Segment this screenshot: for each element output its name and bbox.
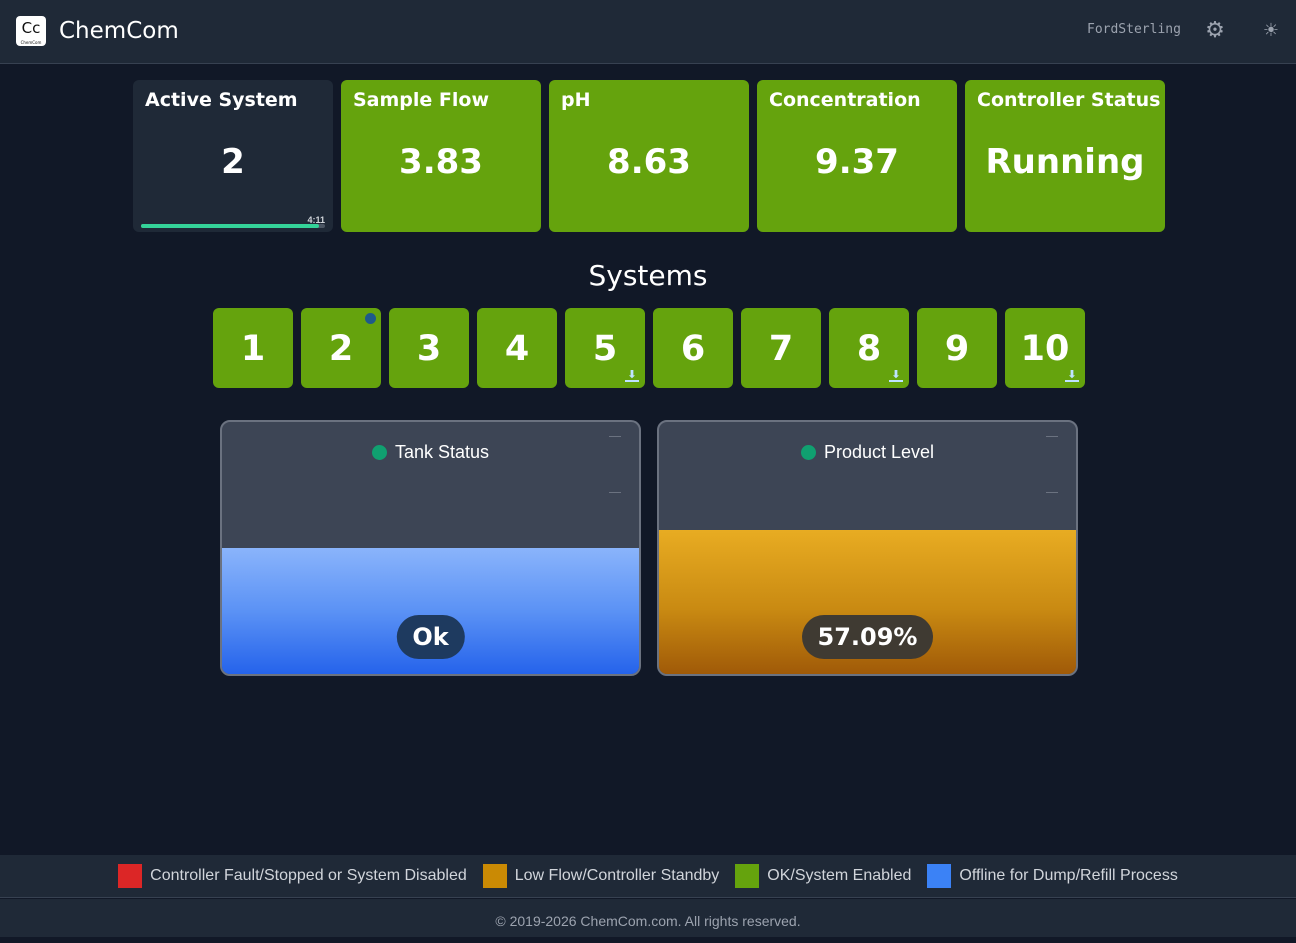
systems-title: Systems bbox=[588, 259, 708, 292]
legend-label: Controller Fault/Stopped or System Disab… bbox=[150, 867, 467, 884]
status-legend: Controller Fault/Stopped or System Disab… bbox=[0, 855, 1296, 898]
card-value: 3.83 bbox=[399, 142, 483, 182]
legend-item: OK/System Enabled bbox=[735, 864, 911, 888]
card-title: pH bbox=[561, 89, 591, 111]
metric-card-ph: pH 8.63 bbox=[549, 80, 749, 232]
system-label: 3 bbox=[416, 329, 442, 369]
metric-card-sample-flow: Sample Flow 3.83 bbox=[341, 80, 541, 232]
status-dot-icon bbox=[371, 445, 387, 460]
card-title: Active System bbox=[145, 89, 298, 111]
tank-status-badge: Ok bbox=[396, 615, 465, 659]
metric-card-controller-status: Controller Status Running bbox=[965, 80, 1165, 232]
legend-label: Offline for Dump/Refill Process bbox=[959, 867, 1178, 884]
card-title: Controller Status bbox=[977, 89, 1161, 111]
system-label: 10 bbox=[1020, 329, 1070, 369]
system-button-10[interactable]: 10 ⬇ bbox=[1005, 308, 1085, 388]
card-title: Concentration bbox=[769, 89, 921, 111]
legend-item: Offline for Dump/Refill Process bbox=[927, 864, 1178, 888]
app-header: Cc ChemCom ChemCom FordSterling ⚙ ☀ bbox=[0, 0, 1296, 64]
system-button-1[interactable]: 1 bbox=[213, 308, 293, 388]
system-label: 8 bbox=[856, 329, 882, 369]
legend-swatch bbox=[118, 864, 143, 888]
system-label: 2 bbox=[328, 329, 354, 369]
legend-swatch bbox=[482, 864, 507, 888]
system-button-5[interactable]: 5 ⬇ bbox=[565, 308, 645, 388]
tank-panel-product-level: Product Level 57.09% bbox=[657, 420, 1078, 676]
legend-swatch bbox=[927, 864, 952, 888]
card-value: 9.37 bbox=[815, 142, 899, 182]
download-icon: ⬇ bbox=[889, 369, 903, 382]
system-button-2[interactable]: 2 bbox=[301, 308, 381, 388]
level-tick bbox=[1046, 436, 1058, 437]
active-indicator-dot bbox=[365, 313, 376, 324]
metric-card-active-system: Active System 2 4:11 bbox=[133, 80, 333, 232]
download-icon: ⬇ bbox=[1065, 369, 1079, 382]
tank-title: Tank Status bbox=[222, 442, 639, 463]
sun-icon[interactable]: ☀ bbox=[1262, 20, 1280, 40]
countdown-timer: 4:11 bbox=[307, 215, 325, 225]
system-button-9[interactable]: 9 bbox=[917, 308, 997, 388]
system-label: 1 bbox=[240, 329, 266, 369]
gear-icon[interactable]: ⚙ bbox=[1205, 17, 1225, 42]
tank-title: Product Level bbox=[659, 442, 1076, 463]
legend-label: OK/System Enabled bbox=[767, 867, 912, 884]
status-dot-icon bbox=[800, 445, 816, 460]
system-button-8[interactable]: 8 ⬇ bbox=[829, 308, 909, 388]
level-tick bbox=[1046, 492, 1058, 493]
system-button-3[interactable]: 3 bbox=[389, 308, 469, 388]
system-label: 6 bbox=[680, 329, 706, 369]
legend-swatch bbox=[735, 864, 760, 888]
chemcom-logo[interactable]: Cc ChemCom bbox=[16, 16, 46, 46]
legend-item: Low Flow/Controller Standby bbox=[482, 864, 720, 888]
level-tick bbox=[609, 436, 621, 437]
metric-card-concentration: Concentration 9.37 bbox=[757, 80, 957, 232]
card-value: 8.63 bbox=[607, 142, 691, 182]
card-value: Running bbox=[985, 142, 1145, 182]
system-button-7[interactable]: 7 bbox=[741, 308, 821, 388]
system-label: 5 bbox=[592, 329, 618, 369]
system-label: 9 bbox=[944, 329, 970, 369]
card-value: 2 bbox=[221, 142, 245, 182]
username[interactable]: FordSterling bbox=[1087, 22, 1181, 37]
card-title: Sample Flow bbox=[353, 89, 490, 111]
tank-status-badge: 57.09% bbox=[801, 615, 934, 659]
download-icon: ⬇ bbox=[625, 369, 639, 382]
system-label: 7 bbox=[768, 329, 794, 369]
copyright: © 2019-2026 ChemCom.com. All rights rese… bbox=[0, 899, 1296, 937]
legend-label: Low Flow/Controller Standby bbox=[514, 867, 720, 884]
progress-bar bbox=[141, 224, 325, 228]
system-button-6[interactable]: 6 bbox=[653, 308, 733, 388]
brand-name[interactable]: ChemCom bbox=[59, 18, 179, 44]
tank-panel-tank-status: Tank Status Ok bbox=[220, 420, 641, 676]
system-label: 4 bbox=[504, 329, 530, 369]
system-button-4[interactable]: 4 bbox=[477, 308, 557, 388]
level-tick bbox=[609, 492, 621, 493]
legend-item: Controller Fault/Stopped or System Disab… bbox=[118, 864, 467, 888]
